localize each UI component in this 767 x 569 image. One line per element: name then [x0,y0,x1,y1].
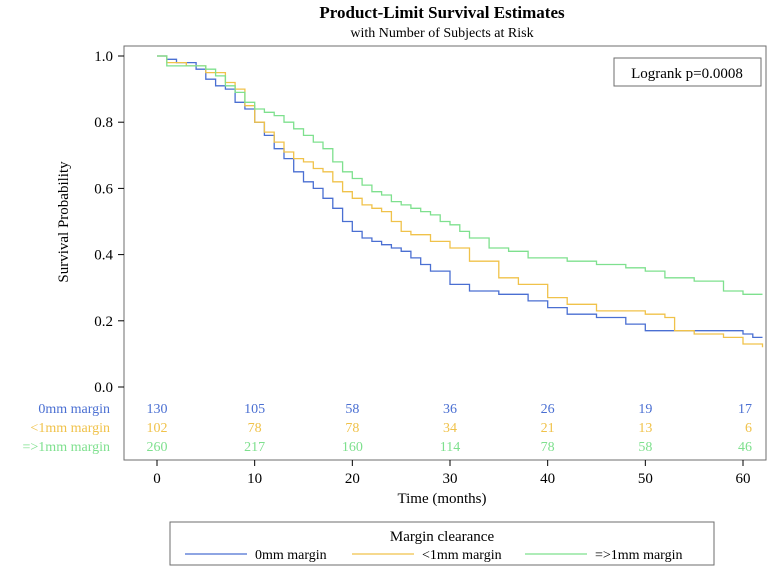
legend-title: Margin clearance [390,529,495,545]
x-tick-label: 30 [443,471,458,487]
at-risk-value: 130 [147,402,168,417]
at-risk-value: 19 [638,402,652,417]
at-risk-value: 105 [244,402,265,417]
logrank-annotation: Logrank p=0.0008 [631,66,743,82]
legend-items: 0mm margin <1mm margin =>1mm margin [185,548,682,563]
legend-label-0: 0mm margin [255,548,327,563]
x-tick-label: 0 [153,471,161,487]
y-tick-label: 0.2 [94,314,113,330]
y-tick-label: 1.0 [94,49,113,65]
series-line-0 [157,55,763,339]
plot-frame [123,45,767,461]
at-risk-value: 17 [738,402,752,417]
logrank-box [613,57,762,87]
at-risk-value: 217 [244,440,265,455]
at-risk-value: 6 [745,421,752,436]
y-tick-label: 0.4 [94,248,113,264]
at-risk-value: 160 [342,440,363,455]
legend-box [169,521,715,566]
at-risk-table: 0mm margin 130 105 58 36 26 19 17 <1mm margin 102… [23,402,752,455]
y-tick-label: 0.8 [94,115,113,131]
x-tick-label: 20 [345,471,360,487]
chart-title: Product-Limit Survival Estimates [319,3,565,22]
at-risk-row-label: 0mm margin [38,402,110,417]
at-risk-value: 36 [443,402,457,417]
y-axis: 0.0 0.2 0.4 0.6 0.8 1.0 [94,49,124,396]
y-tick-label: 0.0 [94,380,113,396]
at-risk-value: 21 [541,421,555,436]
series-line-2 [157,55,763,295]
at-risk-value: 26 [541,402,555,417]
at-risk-value: 78 [248,421,262,436]
at-risk-value: 78 [541,440,555,455]
at-risk-value: 114 [440,440,460,455]
chart-subtitle: with Number of Subjects at Risk [350,26,533,41]
legend-label-2: =>1mm margin [595,548,682,563]
x-tick-label: 50 [638,471,653,487]
at-risk-value: 58 [345,402,359,417]
x-axis-label: Time (months) [397,491,486,507]
x-tick-label: 60 [736,471,751,487]
survival-curves [157,55,764,348]
legend-label-1: <1mm margin [422,548,502,563]
y-tick-label: 0.6 [94,181,113,197]
at-risk-value: 102 [147,421,168,436]
at-risk-value: 78 [345,421,359,436]
y-axis-label: Survival Probability [56,161,72,283]
at-risk-value: 13 [638,421,652,436]
at-risk-value: 260 [147,440,168,455]
series-line-1 [157,55,764,348]
x-tick-label: 10 [247,471,262,487]
x-axis: 0 10 20 30 40 50 60 [153,460,751,487]
at-risk-value: 58 [638,440,652,455]
at-risk-value: 46 [738,440,752,455]
at-risk-value: 34 [443,421,457,436]
at-risk-row-label: =>1mm margin [23,440,110,455]
x-tick-label: 40 [540,471,555,487]
at-risk-row-label: <1mm margin [30,421,110,436]
